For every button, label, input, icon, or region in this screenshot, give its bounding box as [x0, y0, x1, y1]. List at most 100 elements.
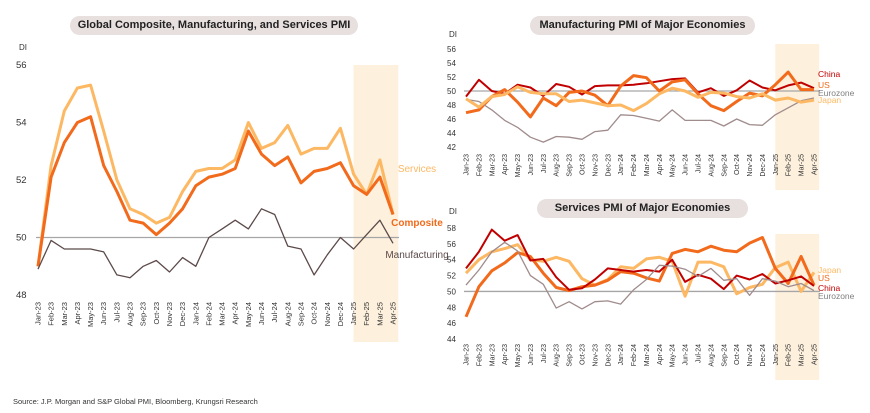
x-tick-label: Sep-24	[721, 344, 728, 367]
x-tick-label: Jan-23	[464, 154, 471, 176]
series-line-manufacturing	[37, 208, 394, 279]
x-tick-label: Mar-24	[218, 302, 227, 326]
x-tick-label: Oct-24	[734, 344, 741, 365]
series-line-services	[36, 83, 395, 267]
x-tick-label: Jun-24	[257, 302, 266, 325]
x-tick-label: May-24	[670, 344, 677, 367]
x-tick-label: Apr-24	[657, 344, 664, 365]
x-tick-label: Feb-23	[476, 344, 483, 366]
x-tick-label: Sep-23	[139, 302, 148, 326]
legend-china: China	[818, 283, 840, 293]
x-tick-label: Apr-25	[389, 302, 398, 325]
x-tick-label: Mar-25	[375, 302, 384, 326]
x-tick-label: Mar-23	[489, 154, 496, 176]
chart-title-manufacturing: Manufacturing PMI of Major Economies	[530, 16, 755, 35]
x-tick-label: Jul-23	[112, 302, 121, 322]
y-tick-label: 58	[447, 224, 456, 233]
x-tick-label: Apr-24	[657, 154, 664, 175]
x-tick-label: Jun-24	[683, 344, 690, 366]
chart-0: 48 50 52 54 56 Jan-23 Feb-23 Mar-23 Apr-23 May-23…	[16, 60, 449, 342]
x-tick-label: Aug-23	[126, 302, 135, 326]
x-tick-label: Aug-23	[554, 154, 561, 177]
x-tick-label: Dec-23	[605, 344, 612, 367]
x-tick-label: Feb-24	[631, 344, 638, 366]
y-axis-label-manufacturing: DI	[449, 30, 457, 39]
y-tick-label: 54	[447, 59, 456, 68]
x-tick-label: Nov-24	[747, 344, 754, 367]
x-tick-label: Jan-23	[34, 302, 43, 325]
series-line-composite	[36, 115, 395, 267]
series-line-china	[465, 77, 815, 98]
x-tick-label: Jan-25	[773, 344, 780, 366]
x-tick-label: Sep-24	[296, 302, 305, 326]
x-tick-label: Feb-24	[631, 154, 638, 176]
series-line-eurozone	[465, 97, 815, 143]
highlight-band	[775, 234, 820, 380]
y-tick-label: 56	[447, 240, 456, 249]
x-tick-label: Jun-24	[683, 154, 690, 176]
x-tick-label: Feb-25	[362, 302, 371, 326]
chart-2: 44 46 48 50 52 54 56 58 Jan-23 Feb-23 Mar-23 Apr-23…	[447, 224, 855, 380]
x-tick-label: Sep-23	[567, 154, 574, 177]
x-tick-label: May-24	[244, 302, 253, 327]
x-tick-label: Apr-24	[231, 302, 240, 325]
y-tick-label: 52	[447, 272, 456, 281]
x-tick-label: Oct-23	[152, 302, 161, 325]
series-line-japan	[465, 85, 815, 113]
y-tick-label: 52	[447, 73, 456, 82]
x-tick-label: Apr-25	[812, 344, 819, 365]
legend-manufacturing: Manufacturing	[385, 250, 448, 261]
x-tick-label: Apr-23	[73, 302, 82, 325]
x-tick-label: Mar-25	[799, 344, 806, 366]
x-tick-label: Jan-24	[618, 154, 625, 176]
legend-composite: Composite	[391, 218, 443, 229]
x-tick-label: Oct-24	[310, 302, 319, 325]
x-tick-label: Dec-23	[178, 302, 187, 326]
highlight-band	[775, 44, 820, 190]
x-tick-label: Mar-23	[60, 302, 69, 326]
x-tick-label: Dec-24	[760, 154, 767, 177]
x-tick-label: Nov-23	[592, 344, 599, 367]
x-tick-label: Jan-24	[618, 344, 625, 366]
x-tick-label: Feb-25	[786, 344, 793, 366]
legend-japan: Japan	[818, 95, 841, 105]
x-tick-label: Jan-23	[464, 344, 471, 366]
x-tick-label: Apr-23	[502, 154, 509, 175]
x-tick-label: Nov-24	[747, 154, 754, 177]
y-tick-label: 50	[447, 87, 456, 96]
legend-us: US	[818, 80, 830, 90]
x-tick-label: Apr-25	[812, 154, 819, 175]
x-tick-label: Nov-23	[165, 302, 174, 326]
x-tick-label: Sep-23	[567, 344, 574, 367]
x-tick-label: Mar-24	[644, 344, 651, 366]
chart-title-services: Services PMI of Major Economies	[537, 199, 748, 218]
x-tick-label: Nov-23	[592, 154, 599, 177]
x-tick-label: Jul-24	[696, 154, 703, 173]
x-tick-label: Jan-24	[191, 302, 200, 325]
y-tick-label: 48	[447, 303, 456, 312]
x-tick-label: Aug-23	[554, 344, 561, 367]
x-tick-label: Jun-23	[528, 344, 535, 366]
series-line-japan	[464, 243, 816, 298]
x-tick-label: Jul-24	[270, 302, 279, 322]
x-tick-label: May-23	[515, 344, 522, 367]
x-tick-label: Dec-23	[605, 154, 612, 177]
series-line-eurozone	[465, 241, 815, 310]
x-tick-label: Jun-23	[99, 302, 108, 325]
x-tick-label: May-23	[515, 154, 522, 177]
source-note: Source: J.P. Morgan and S&P Global PMI, …	[13, 397, 258, 406]
x-tick-label: Jul-23	[541, 154, 548, 173]
y-axis-label-services: DI	[449, 207, 457, 216]
y-tick-label: 42	[447, 143, 456, 152]
x-tick-label: Oct-23	[580, 344, 587, 365]
y-tick-label: 44	[447, 335, 456, 344]
x-tick-label: Feb-23	[476, 154, 483, 176]
x-tick-label: Dec-24	[336, 302, 345, 326]
y-tick-label: 56	[447, 45, 456, 54]
x-tick-label: Feb-24	[204, 302, 213, 326]
x-tick-label: May-23	[86, 302, 95, 327]
x-tick-label: Mar-24	[644, 154, 651, 176]
x-tick-label: Jan-25	[773, 154, 780, 176]
x-tick-label: May-24	[670, 154, 677, 177]
